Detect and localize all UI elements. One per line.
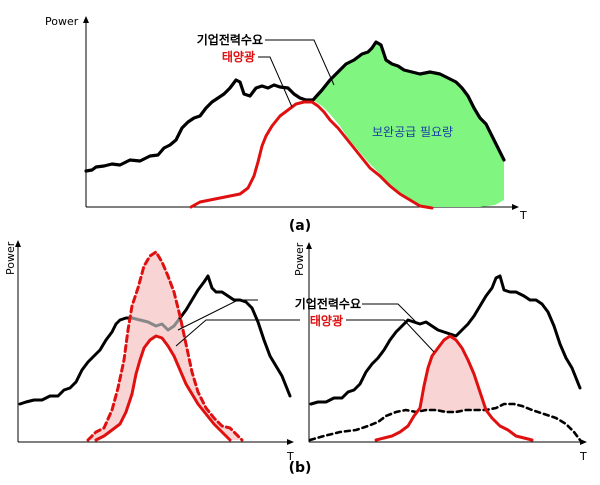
panel-b-left-solar-curve: [94, 334, 232, 442]
panel-b-left-x-arrow-icon: [287, 439, 294, 445]
panel-b-right-demand-label: 기업전력수요: [295, 296, 361, 311]
panel-b-right: Power T 기업전력수요 태양광: [293, 242, 587, 463]
panel-a-x-axis-label: T: [519, 209, 527, 222]
panel-b-left-expanded-solar-curve: [86, 250, 244, 442]
panel-a-caption: (a): [289, 218, 311, 234]
panel-a-solar-label: 태양광: [222, 49, 255, 64]
panel-b-left-demand-leader: [177, 299, 258, 331]
panel-b-left-x-axis-label: T: [286, 450, 294, 463]
panel-b-right-x-arrow-icon: [580, 439, 587, 445]
panel-b-left-demand-curve: [18, 316, 134, 406]
panel-b-left-y-axis-label: Power: [4, 241, 17, 275]
panel-a-demand-curve: [84, 40, 506, 173]
panel-b-right-x-axis-label: T: [579, 450, 587, 463]
panel-b-right-y-axis-label: Power: [293, 242, 306, 276]
panel-b-right-solar-label: 태양광: [310, 313, 343, 328]
panel-a-solar-curve: [189, 100, 434, 210]
panel-b-caption: (b): [289, 460, 312, 476]
panel-b-right-y-arrow-icon: [306, 242, 312, 249]
panel-a-gap-label: 보완공급 필요량: [372, 125, 453, 139]
panel-a-demand-leader: [265, 39, 335, 86]
panel-b-right-storage-curve: [308, 402, 582, 442]
panel-a-y-axis-label: Power: [45, 15, 79, 28]
panel-b-right-solar-area: [420, 336, 486, 412]
panel-b-right-solar-leader: [346, 319, 435, 353]
panel-b-left-y-arrow-icon: [15, 240, 21, 247]
panel-b-left-solar-leader: [175, 319, 300, 347]
panel-b-left: Power T: [4, 240, 300, 463]
panel-b-right-demand-curve: [309, 274, 582, 406]
panel-a-demand-label: 기업전력수요: [197, 32, 263, 47]
panel-a-y-arrow-icon: [83, 16, 89, 23]
panel-a: Power T 기업전력수요 태양광 보완공급 필요량 (a): [45, 15, 527, 234]
panel-a-x-arrow-icon: [512, 204, 519, 210]
panel-b-left-solar-band: [88, 252, 242, 440]
panel-b-left-demand-curve-tail: [178, 274, 292, 398]
panel-b-right-solar-curve: [374, 334, 534, 442]
panel-b-right-demand-leader: [362, 303, 417, 323]
panel-a-solar-leader: [258, 56, 293, 108]
panel-b-left-demand-curve-hidden: [130, 316, 182, 332]
